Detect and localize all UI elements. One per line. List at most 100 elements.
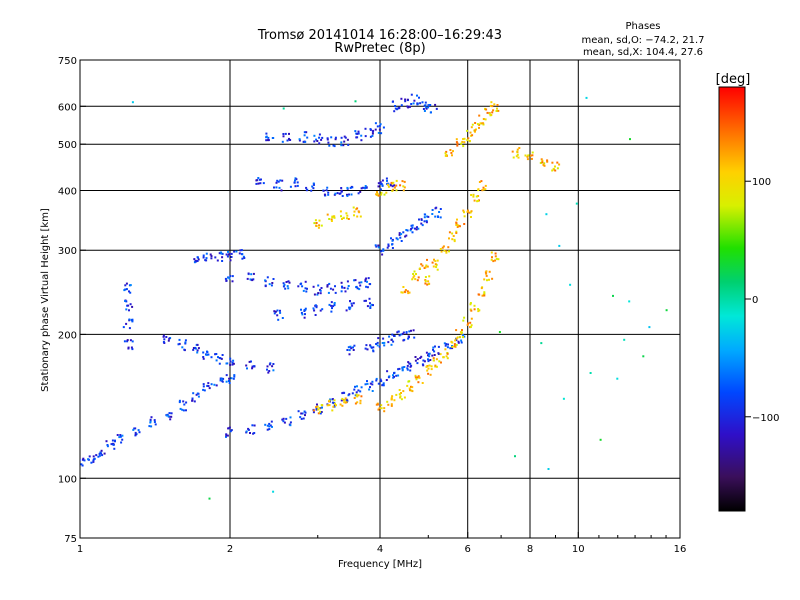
echo-point <box>539 161 542 164</box>
echo-point <box>386 179 388 182</box>
echo-point <box>376 191 378 194</box>
echo-point <box>458 224 460 227</box>
echo-point <box>354 279 357 282</box>
echo-point <box>313 222 316 225</box>
echo-point <box>390 403 393 406</box>
echo-point <box>387 244 390 247</box>
echo-point <box>422 364 425 367</box>
echo-point <box>137 429 140 432</box>
x-tick-label: 16 <box>674 544 687 555</box>
echo-point <box>361 186 364 189</box>
echo-point <box>512 156 515 159</box>
echo-point <box>266 365 269 368</box>
echo-point <box>381 253 384 256</box>
echo-point <box>479 122 482 125</box>
echo-point <box>92 455 95 458</box>
echo-point <box>138 431 141 434</box>
echo-point <box>368 297 371 300</box>
echo-point <box>516 151 519 154</box>
echo-point <box>459 335 462 338</box>
echo-point <box>456 224 459 227</box>
echo-point <box>412 102 415 105</box>
echo-point <box>438 360 441 363</box>
echo-point <box>92 460 95 463</box>
echo-point <box>406 229 409 232</box>
echo-point <box>126 340 129 343</box>
echo-point <box>443 249 446 252</box>
echo-point <box>315 407 318 410</box>
echo-point <box>495 110 498 112</box>
echo-point <box>387 403 390 406</box>
echo-point <box>268 370 271 372</box>
echo-point <box>252 432 255 435</box>
echo-point <box>470 194 473 196</box>
echo-point <box>131 320 134 323</box>
echo-point <box>382 248 385 251</box>
echo-point <box>356 132 359 135</box>
echo-point <box>202 254 205 257</box>
echo-point <box>300 412 303 415</box>
echo-point <box>330 310 333 313</box>
echo-point <box>250 273 253 276</box>
echo-point <box>411 278 414 281</box>
echo-point <box>419 102 422 105</box>
echo-point <box>403 366 406 368</box>
echo-point <box>497 258 500 261</box>
echo-point <box>258 178 261 181</box>
echo-point <box>518 147 521 149</box>
echo-point <box>313 293 316 296</box>
echo-point <box>128 318 131 321</box>
echo-point <box>488 270 491 273</box>
echo-point <box>514 455 516 458</box>
echo-point <box>404 100 407 103</box>
echo-point <box>415 273 417 275</box>
echo-point <box>395 393 398 396</box>
echo-point <box>343 401 346 404</box>
echo-point <box>348 393 351 396</box>
echo-point <box>230 429 233 432</box>
echo-point <box>330 218 333 221</box>
echo-point <box>406 98 409 101</box>
echo-point <box>325 189 328 192</box>
echo-point <box>398 389 401 391</box>
echo-point <box>328 282 331 285</box>
echo-point <box>340 187 343 189</box>
echo-point <box>453 343 456 346</box>
echo-point <box>119 435 122 438</box>
echo-point <box>478 181 481 183</box>
echo-point <box>327 291 330 294</box>
echo-point <box>413 99 416 102</box>
echo-point <box>315 138 318 141</box>
x-tick-label: 1 <box>77 544 83 555</box>
echo-point <box>393 186 396 189</box>
echo-point <box>402 189 405 192</box>
echo-point <box>446 357 449 360</box>
echo-point <box>375 193 378 196</box>
echo-point <box>101 454 104 457</box>
echo-point <box>402 185 405 188</box>
echo-point <box>230 256 233 258</box>
echo-point <box>98 454 101 457</box>
echo-point <box>393 110 396 113</box>
echo-point <box>490 258 493 261</box>
echo-point <box>282 135 285 138</box>
echo-point <box>150 416 153 419</box>
echo-point <box>366 380 368 383</box>
echo-point <box>366 382 369 385</box>
echo-point <box>407 380 410 383</box>
echo-point <box>356 207 359 210</box>
echo-point <box>471 134 474 137</box>
echo-point <box>312 187 315 190</box>
echo-point <box>331 398 334 401</box>
echo-point <box>408 291 411 294</box>
echo-point <box>404 98 407 101</box>
y-axis-label: Stationary phase Virtual Height [km] <box>40 208 51 392</box>
echo-point <box>281 317 284 319</box>
echo-point <box>131 101 134 104</box>
echo-point <box>322 189 325 192</box>
echo-point <box>330 220 333 222</box>
echo-point <box>420 218 423 221</box>
echo-point <box>470 317 473 320</box>
echo-point <box>345 398 348 401</box>
echo-point <box>343 286 346 289</box>
